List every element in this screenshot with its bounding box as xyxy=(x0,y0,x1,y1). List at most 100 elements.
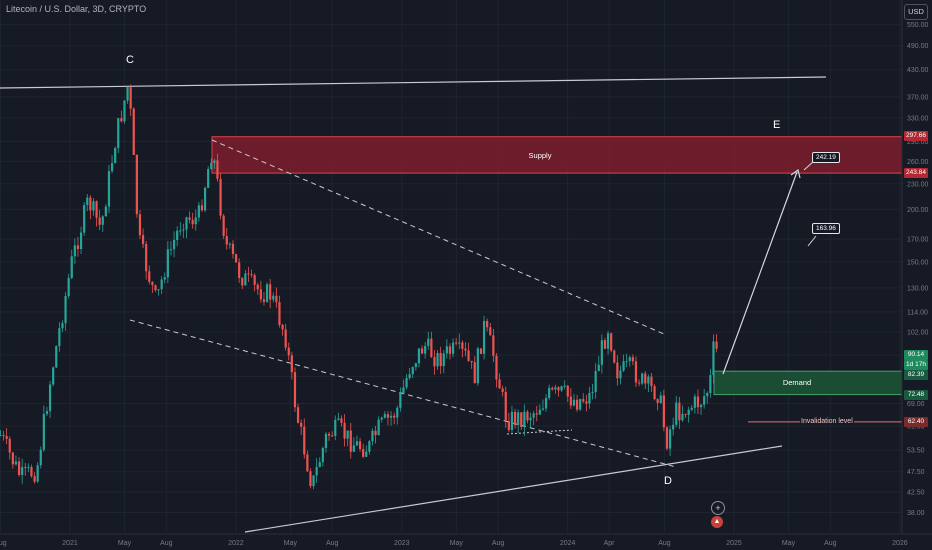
candle-body-128 xyxy=(396,407,399,418)
y-tick-label-20: 42.50 xyxy=(907,490,925,497)
candle-body-52 xyxy=(160,279,163,290)
candle-body-123 xyxy=(380,417,383,420)
candle-body-16 xyxy=(48,384,52,412)
chart-title: Litecoin / U.S. Dollar, 3D, CRYPTO xyxy=(6,4,147,14)
candle-body-142 xyxy=(439,352,442,367)
candle-body-5 xyxy=(14,461,18,465)
candle-body-36 xyxy=(110,163,114,172)
candle-body-75 xyxy=(231,243,235,254)
x-tick-label-4: 2022 xyxy=(228,540,244,547)
price-axis-background xyxy=(902,0,932,550)
candle-body-168 xyxy=(520,412,523,428)
candle-body-206 xyxy=(637,382,641,384)
candle-body-88 xyxy=(272,295,275,300)
y-tick-label-18: 53.50 xyxy=(907,448,925,455)
candle-body-0 xyxy=(0,435,2,437)
candle-body-43 xyxy=(132,108,135,156)
candle-body-112 xyxy=(346,430,349,439)
candle-body-149 xyxy=(461,342,464,349)
candle-body-204 xyxy=(631,357,634,362)
candle-body-80 xyxy=(247,273,250,275)
candle-body-213 xyxy=(659,395,662,403)
candle-body-208 xyxy=(644,373,647,384)
candle-body-214 xyxy=(662,395,665,428)
candle-body-222 xyxy=(687,409,690,415)
y-tick-label-12: 114.00 xyxy=(907,309,928,316)
candle-body-68 xyxy=(210,162,213,170)
x-tick-label-8: May xyxy=(450,540,464,547)
candle-body-189 xyxy=(585,401,588,404)
price-tag-current: 90.14 xyxy=(904,350,928,360)
candle-body-81 xyxy=(250,274,253,276)
candle-body-188 xyxy=(582,399,585,402)
candle-body-79 xyxy=(244,273,247,286)
candle-body-229 xyxy=(709,375,712,393)
candle-body-132 xyxy=(408,374,411,379)
x-tick-label-11: Apr xyxy=(604,540,616,547)
y-tick-label-10: 150.00 xyxy=(907,259,929,266)
candle-body-107 xyxy=(331,435,334,437)
supply-zone xyxy=(211,136,903,174)
candle-body-162 xyxy=(501,388,504,392)
candle-body-177 xyxy=(548,387,551,398)
candle-body-220 xyxy=(681,413,684,421)
candle-body-91 xyxy=(281,324,284,330)
candle-body-116 xyxy=(358,441,362,450)
candle-body-57 xyxy=(176,230,179,240)
x-tick-label-5: May xyxy=(284,540,298,547)
indicator-flag-icon[interactable]: ▲ xyxy=(711,516,723,528)
candle-body-122 xyxy=(377,419,380,435)
candle-body-62 xyxy=(191,219,194,225)
candle-body-113 xyxy=(349,430,352,452)
candle-body-51 xyxy=(157,289,160,291)
candle-body-44 xyxy=(135,155,138,215)
candle-body-7 xyxy=(21,467,24,476)
candle-body-96 xyxy=(296,407,300,423)
candle-body-24 xyxy=(73,245,76,257)
candle-body-163 xyxy=(504,391,507,421)
candle-body-110 xyxy=(340,418,343,423)
candle-body-147 xyxy=(455,342,458,344)
candle-body-148 xyxy=(458,342,461,344)
candle-body-227 xyxy=(703,396,706,405)
candle-body-64 xyxy=(197,205,200,218)
currency-button[interactable]: USD xyxy=(904,4,928,20)
candle-body-1 xyxy=(2,435,5,437)
price-tag-countdown: 1d 17h xyxy=(904,360,928,370)
candle-body-30 xyxy=(92,201,95,211)
candle-body-10 xyxy=(30,467,33,477)
candle-body-102 xyxy=(315,466,318,476)
x-tick-label-9: Aug xyxy=(492,540,505,547)
candle-body-124 xyxy=(383,414,386,418)
candle-body-93 xyxy=(287,347,290,356)
candle-body-117 xyxy=(362,449,365,457)
upper-trendline xyxy=(0,76,827,89)
y-tick-label-17: 61.00 xyxy=(907,424,925,431)
y-tick-label-2: 430.00 xyxy=(907,67,929,74)
candle-body-71 xyxy=(219,178,222,216)
candle-body-180 xyxy=(557,387,560,391)
candle-body-221 xyxy=(684,413,687,415)
y-tick-label-1: 490.00 xyxy=(907,43,929,50)
candle-body-83 xyxy=(256,284,259,290)
candle-body-217 xyxy=(672,424,675,430)
candle-body-72 xyxy=(222,215,225,236)
y-tick-label-7: 230.00 xyxy=(907,181,929,188)
candle-body-152 xyxy=(470,360,473,363)
candle-body-195 xyxy=(603,340,607,349)
candle-body-167 xyxy=(517,412,520,426)
candle-body-219 xyxy=(678,402,681,421)
candle-body-17 xyxy=(52,367,55,385)
candle-body-108 xyxy=(334,419,337,436)
candle-body-197 xyxy=(610,333,613,351)
candle-body-143 xyxy=(442,353,445,367)
candle-body-97 xyxy=(300,422,303,427)
candle-body-198 xyxy=(613,350,616,363)
add-alert-icon[interactable]: + xyxy=(711,501,725,515)
candle-body-212 xyxy=(656,399,659,403)
candle-body-92 xyxy=(284,329,287,348)
candle-body-94 xyxy=(290,355,293,373)
x-tick-label-3: Aug xyxy=(160,540,173,547)
